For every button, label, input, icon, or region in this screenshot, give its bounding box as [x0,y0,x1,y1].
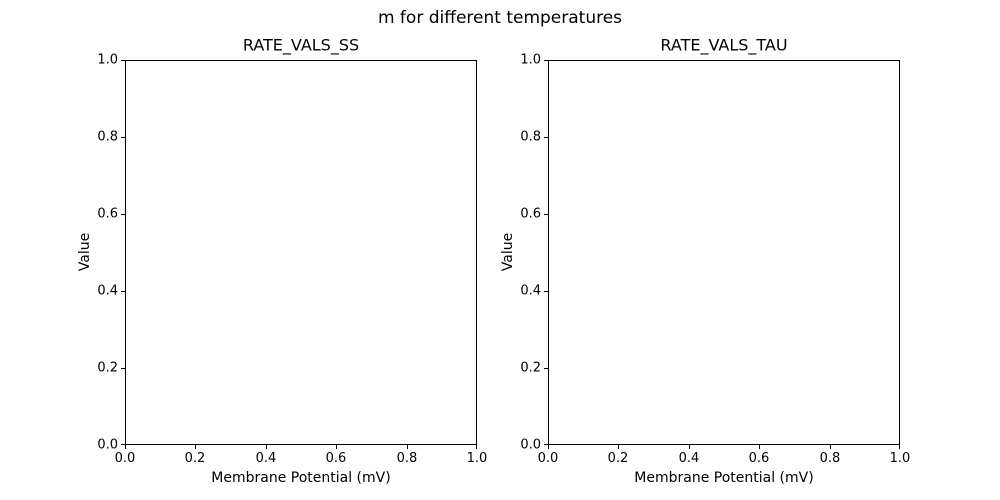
y-tick-label: 0.2 [520,360,541,376]
x-tick-label: 0.2 [184,451,206,466]
plot-area [125,60,477,445]
x-tick-label: 0.4 [678,451,700,466]
x-tick-mark [476,445,477,449]
x-tick-mark [407,445,408,449]
y-tick-mark [544,444,548,445]
x-tick-label: 0.6 [748,451,770,466]
x-tick-mark [195,445,196,449]
x-tick-label: 0.8 [396,451,418,466]
x-tick-label: 0.0 [537,451,559,466]
y-tick-mark [544,137,548,138]
x-tick-mark [266,445,267,449]
y-tick-label: 0.0 [97,437,118,453]
x-tick-mark [548,445,549,449]
x-tick-label: 0.6 [325,451,347,466]
x-tick-label: 0.2 [607,451,629,466]
y-tick-label: 0.8 [520,129,541,145]
x-axis-label: Membrane Potential (mV) [211,470,391,486]
y-tick-mark [121,291,125,292]
y-tick-mark [544,368,548,369]
y-tick-mark [121,214,125,215]
y-tick-label: 0.2 [97,360,118,376]
y-tick-mark [121,444,125,445]
y-tick-mark [121,137,125,138]
y-tick-label: 1.0 [520,52,541,68]
axes-title: RATE_VALS_TAU [660,35,788,55]
figure-suptitle: m for different temperatures [377,8,623,28]
y-tick-label: 0.6 [520,206,541,222]
y-tick-mark [544,60,548,61]
x-tick-mark [759,445,760,449]
y-tick-mark [121,60,125,61]
x-tick-mark [830,445,831,449]
axes-title: RATE_VALS_SS [242,35,360,55]
plot-area [548,60,900,445]
y-tick-mark [121,368,125,369]
y-axis-label: Value [500,232,516,272]
x-tick-mark [336,445,337,449]
y-tick-mark [544,214,548,215]
y-axis-label: Value [77,232,93,272]
y-tick-label: 0.6 [97,206,118,222]
x-tick-label: 0.8 [819,451,841,466]
x-tick-label: 0.0 [114,451,136,466]
x-tick-mark [689,445,690,449]
y-tick-label: 1.0 [97,52,118,68]
y-tick-label: 0.4 [97,283,118,299]
y-tick-label: 0.0 [520,437,541,453]
y-tick-label: 0.8 [97,129,118,145]
x-tick-mark [618,445,619,449]
y-tick-label: 0.4 [520,283,541,299]
x-axis-label: Membrane Potential (mV) [634,470,814,486]
x-tick-label: 1.0 [466,451,488,466]
x-tick-mark [125,445,126,449]
y-tick-mark [544,291,548,292]
x-tick-label: 0.4 [255,451,277,466]
x-tick-label: 1.0 [889,451,911,466]
x-tick-mark [899,445,900,449]
